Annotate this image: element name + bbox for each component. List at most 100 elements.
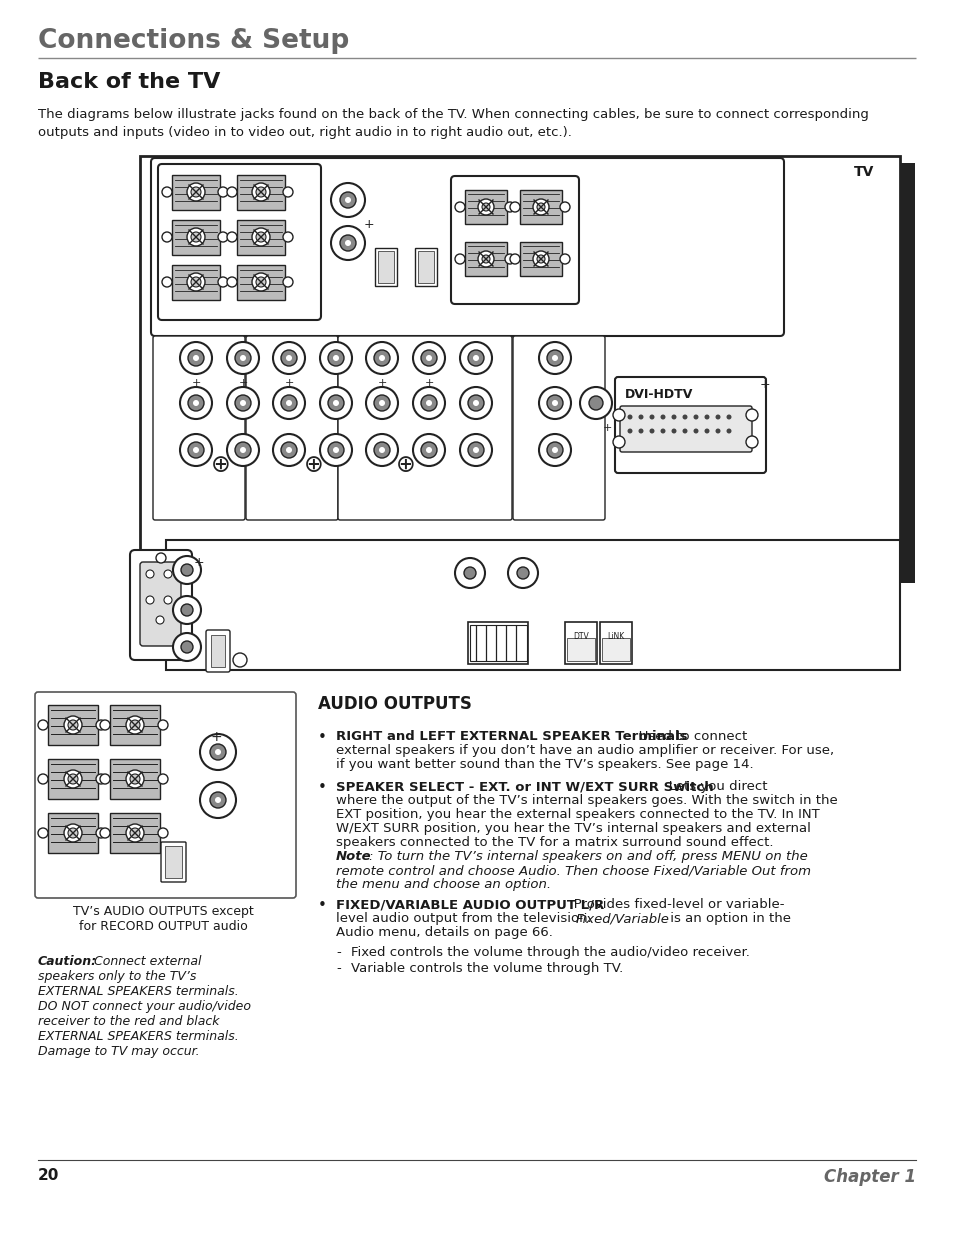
Text: EXTERNAL SPEAKERS terminals.: EXTERNAL SPEAKERS terminals.: [38, 986, 238, 998]
Circle shape: [130, 774, 140, 784]
Circle shape: [158, 774, 168, 784]
Text: •: •: [317, 898, 327, 913]
Text: +: +: [210, 730, 222, 743]
Circle shape: [162, 232, 172, 242]
Circle shape: [455, 203, 464, 212]
Circle shape: [187, 273, 205, 291]
Circle shape: [227, 277, 236, 287]
Text: +: +: [284, 378, 294, 388]
FancyBboxPatch shape: [154, 163, 914, 583]
Text: Connect external: Connect external: [90, 955, 201, 968]
Text: EXT position, you hear the external speakers connected to the TV. In INT: EXT position, you hear the external spea…: [335, 808, 819, 821]
Text: FIXED/VARIABLE AUDIO OUTPUT L/R: FIXED/VARIABLE AUDIO OUTPUT L/R: [335, 898, 603, 911]
Text: ⊕: ⊕: [304, 453, 323, 477]
Circle shape: [281, 442, 296, 458]
Circle shape: [420, 395, 436, 411]
Circle shape: [240, 400, 246, 406]
Circle shape: [68, 774, 78, 784]
Circle shape: [188, 442, 204, 458]
Circle shape: [164, 571, 172, 578]
Circle shape: [473, 400, 478, 406]
FancyBboxPatch shape: [166, 540, 899, 671]
Text: : To turn the TV’s internal speakers on and off, press MENU on the: : To turn the TV’s internal speakers on …: [369, 850, 807, 863]
Text: DVI-HDTV: DVI-HDTV: [624, 388, 693, 401]
Text: The diagrams below illustrate jacks found on the back of the TV. When connecting: The diagrams below illustrate jacks foun…: [38, 107, 868, 140]
Text: remote control and choose Audio. Then choose Fixed/Variable Out from: remote control and choose Audio. Then ch…: [335, 864, 810, 877]
Text: Provides fixed-level or variable-: Provides fixed-level or variable-: [560, 898, 783, 911]
Circle shape: [537, 254, 544, 263]
Circle shape: [537, 203, 544, 211]
Circle shape: [164, 597, 172, 604]
Circle shape: [559, 203, 569, 212]
Circle shape: [477, 251, 494, 267]
Text: ⊕: ⊕: [395, 453, 416, 477]
Text: AUDIO OUTPUTS: AUDIO OUTPUTS: [317, 695, 472, 713]
FancyBboxPatch shape: [35, 692, 295, 898]
Circle shape: [181, 641, 193, 653]
FancyBboxPatch shape: [464, 190, 506, 224]
Text: where the output of the TV’s internal speakers goes. With the switch in the: where the output of the TV’s internal sp…: [335, 794, 837, 806]
Circle shape: [745, 436, 758, 448]
Circle shape: [218, 277, 228, 287]
Circle shape: [68, 720, 78, 730]
FancyBboxPatch shape: [619, 406, 751, 452]
Circle shape: [210, 792, 226, 808]
Circle shape: [328, 350, 344, 366]
Circle shape: [671, 415, 676, 420]
FancyBboxPatch shape: [172, 220, 220, 254]
Circle shape: [681, 415, 687, 420]
Circle shape: [146, 597, 153, 604]
Circle shape: [180, 387, 212, 419]
FancyBboxPatch shape: [236, 220, 285, 254]
Text: speakers only to the TV’s: speakers only to the TV’s: [38, 969, 196, 983]
Text: Back of the TV: Back of the TV: [38, 72, 220, 91]
Circle shape: [214, 748, 221, 755]
FancyBboxPatch shape: [130, 550, 192, 659]
FancyBboxPatch shape: [519, 242, 561, 275]
Circle shape: [130, 827, 140, 839]
Circle shape: [126, 769, 144, 788]
Circle shape: [659, 415, 665, 420]
Circle shape: [546, 350, 562, 366]
Circle shape: [252, 228, 270, 246]
FancyBboxPatch shape: [140, 156, 899, 576]
Circle shape: [319, 433, 352, 466]
Circle shape: [366, 433, 397, 466]
Circle shape: [100, 720, 110, 730]
Circle shape: [345, 240, 351, 246]
Circle shape: [426, 354, 432, 361]
Circle shape: [459, 342, 492, 374]
Circle shape: [333, 354, 338, 361]
Circle shape: [64, 769, 82, 788]
Circle shape: [126, 824, 144, 842]
Circle shape: [240, 354, 246, 361]
Text: DO NOT connect your audio/video: DO NOT connect your audio/video: [38, 1000, 251, 1013]
Circle shape: [227, 186, 236, 198]
Circle shape: [473, 447, 478, 453]
Circle shape: [333, 447, 338, 453]
Text: +: +: [377, 378, 386, 388]
Text: receiver to the red and black: receiver to the red and black: [38, 1015, 219, 1028]
FancyBboxPatch shape: [236, 175, 285, 210]
Text: +: +: [601, 424, 611, 433]
FancyBboxPatch shape: [110, 705, 160, 745]
Circle shape: [473, 354, 478, 361]
Circle shape: [191, 186, 201, 198]
Text: +: +: [238, 378, 248, 388]
Text: •: •: [317, 730, 327, 745]
Circle shape: [726, 415, 731, 420]
Circle shape: [538, 342, 571, 374]
Circle shape: [328, 395, 344, 411]
Circle shape: [273, 433, 305, 466]
FancyBboxPatch shape: [615, 377, 765, 473]
Text: +: +: [192, 378, 200, 388]
Circle shape: [234, 442, 251, 458]
FancyBboxPatch shape: [48, 760, 98, 799]
Circle shape: [627, 415, 632, 420]
Circle shape: [455, 254, 464, 264]
Circle shape: [227, 232, 236, 242]
Circle shape: [638, 429, 643, 433]
Circle shape: [193, 354, 199, 361]
Text: -: -: [335, 962, 340, 974]
Text: Fixed/Variable: Fixed/Variable: [576, 911, 669, 925]
